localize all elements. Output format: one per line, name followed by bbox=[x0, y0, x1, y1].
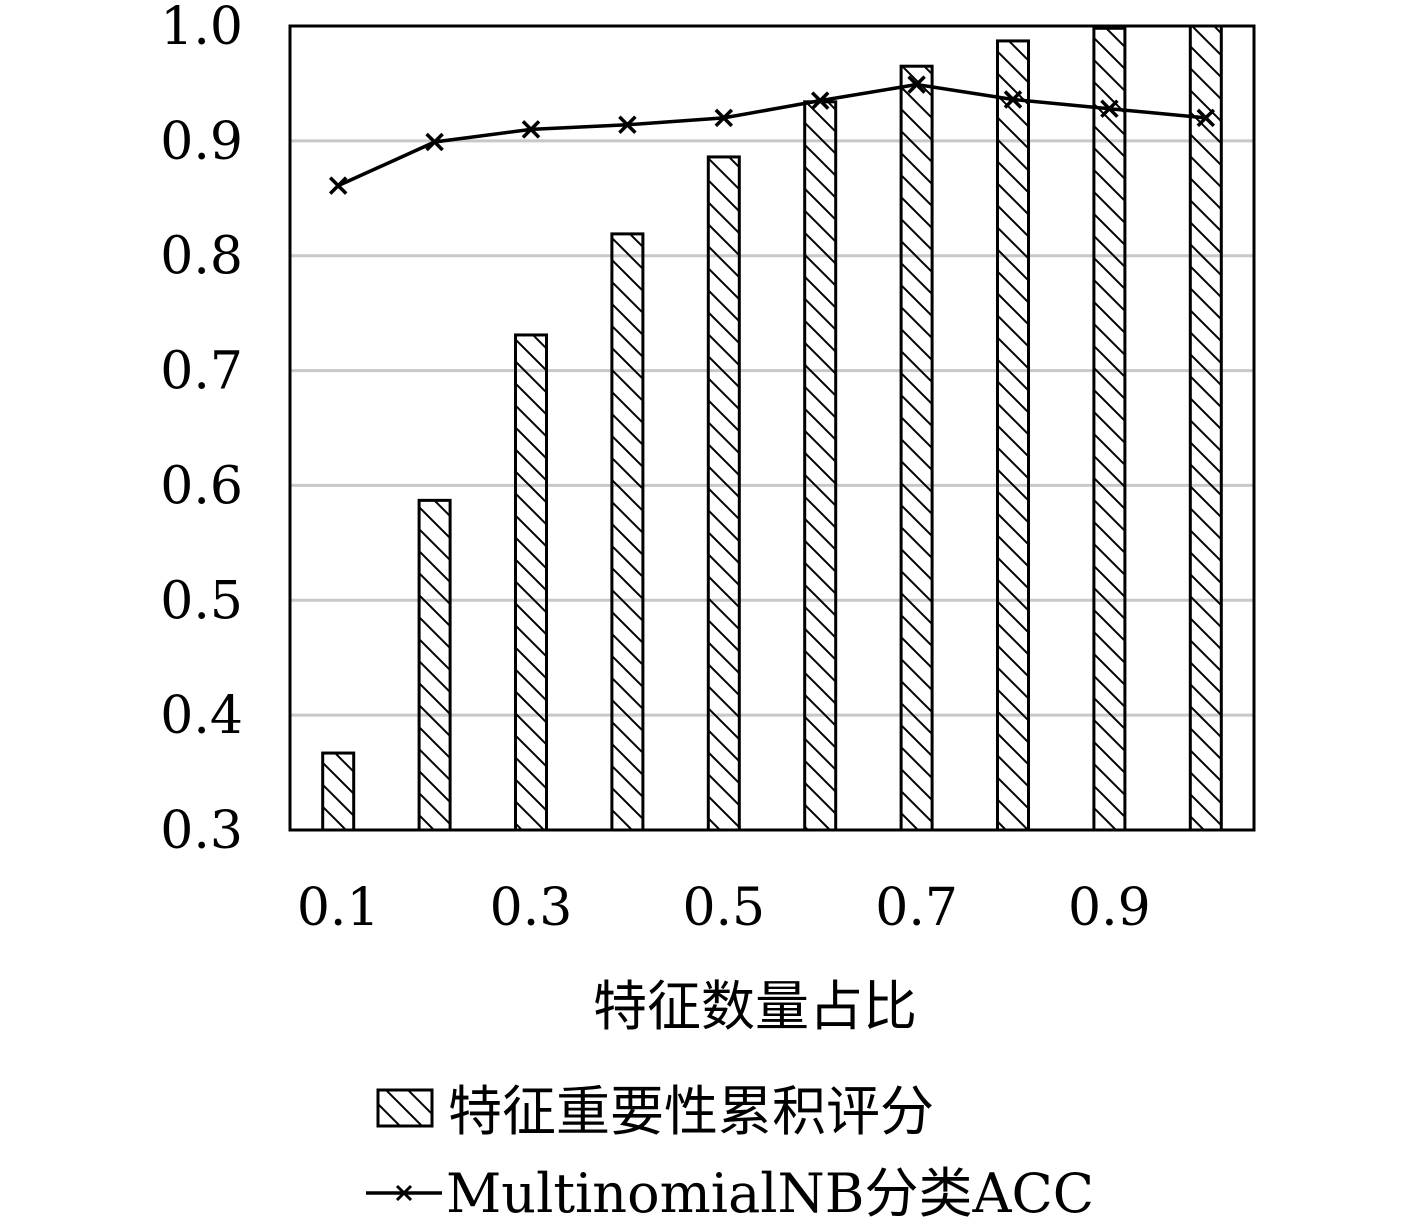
bar bbox=[1188, 24, 1223, 832]
line-point-marker bbox=[810, 91, 830, 110]
bar bbox=[417, 498, 452, 832]
bar bbox=[1092, 26, 1127, 832]
y-tick-label: 1.0 bbox=[160, 0, 243, 57]
bar bbox=[610, 232, 645, 832]
line-point-marker bbox=[714, 108, 734, 128]
y-tick-label: 0.5 bbox=[160, 571, 243, 631]
y-tick-label: 0.6 bbox=[160, 456, 243, 516]
line-point-marker bbox=[328, 176, 348, 195]
line-series bbox=[328, 75, 1216, 195]
y-axis-ticks: 0.3 0.4 0.5 0.6 0.7 0.8 0.9 1.0 bbox=[160, 0, 243, 861]
line-point-marker bbox=[521, 120, 541, 139]
bar bbox=[706, 155, 741, 832]
y-tick-label: 0.8 bbox=[160, 227, 243, 287]
legend-label: MultinomialNB分类ACC bbox=[446, 1162, 1094, 1225]
legend-label: 特征重要性累积评分 bbox=[448, 1080, 934, 1143]
x-tick-label: 0.5 bbox=[682, 878, 765, 938]
line-point-marker bbox=[425, 132, 444, 152]
y-tick-label: 0.7 bbox=[160, 342, 243, 402]
bar bbox=[899, 64, 934, 832]
series-line bbox=[337, 82, 1206, 188]
x-tick-label: 0.9 bbox=[1068, 878, 1151, 938]
bar bbox=[803, 100, 838, 832]
bar-series bbox=[321, 24, 1223, 832]
line-point-marker bbox=[1196, 108, 1216, 128]
plot-frame bbox=[288, 24, 1256, 832]
bar bbox=[996, 39, 1030, 832]
line-point-marker bbox=[1003, 90, 1023, 109]
bar bbox=[321, 751, 356, 832]
x-axis-ticks: 0.1 0.3 0.5 0.7 0.9 bbox=[297, 878, 1151, 938]
legend-item-line: MultinomialNB分类ACC bbox=[366, 1162, 1094, 1225]
y-tick-label: 0.9 bbox=[160, 112, 243, 172]
x-axis-title: 特征数量占比 bbox=[593, 975, 917, 1038]
x-tick-label: 0.3 bbox=[490, 878, 573, 938]
y-tick-label: 0.3 bbox=[160, 801, 243, 861]
legend-item-bars: 特征重要性累积评分 bbox=[376, 1080, 934, 1143]
legend-marker-x bbox=[395, 1184, 413, 1202]
legend: 特征重要性累积评分 MultinomialNB分类ACC bbox=[366, 1080, 1094, 1225]
line-point-marker bbox=[907, 75, 926, 94]
y-tick-label: 0.4 bbox=[160, 686, 243, 746]
line-point-marker bbox=[1100, 99, 1119, 118]
x-tick-label: 0.7 bbox=[875, 878, 958, 938]
legend-swatch-hatch bbox=[376, 1088, 434, 1128]
x-tick-label: 0.1 bbox=[297, 878, 380, 938]
bar bbox=[514, 333, 548, 832]
line-point-marker bbox=[618, 115, 637, 135]
plot-border bbox=[288, 24, 1256, 832]
